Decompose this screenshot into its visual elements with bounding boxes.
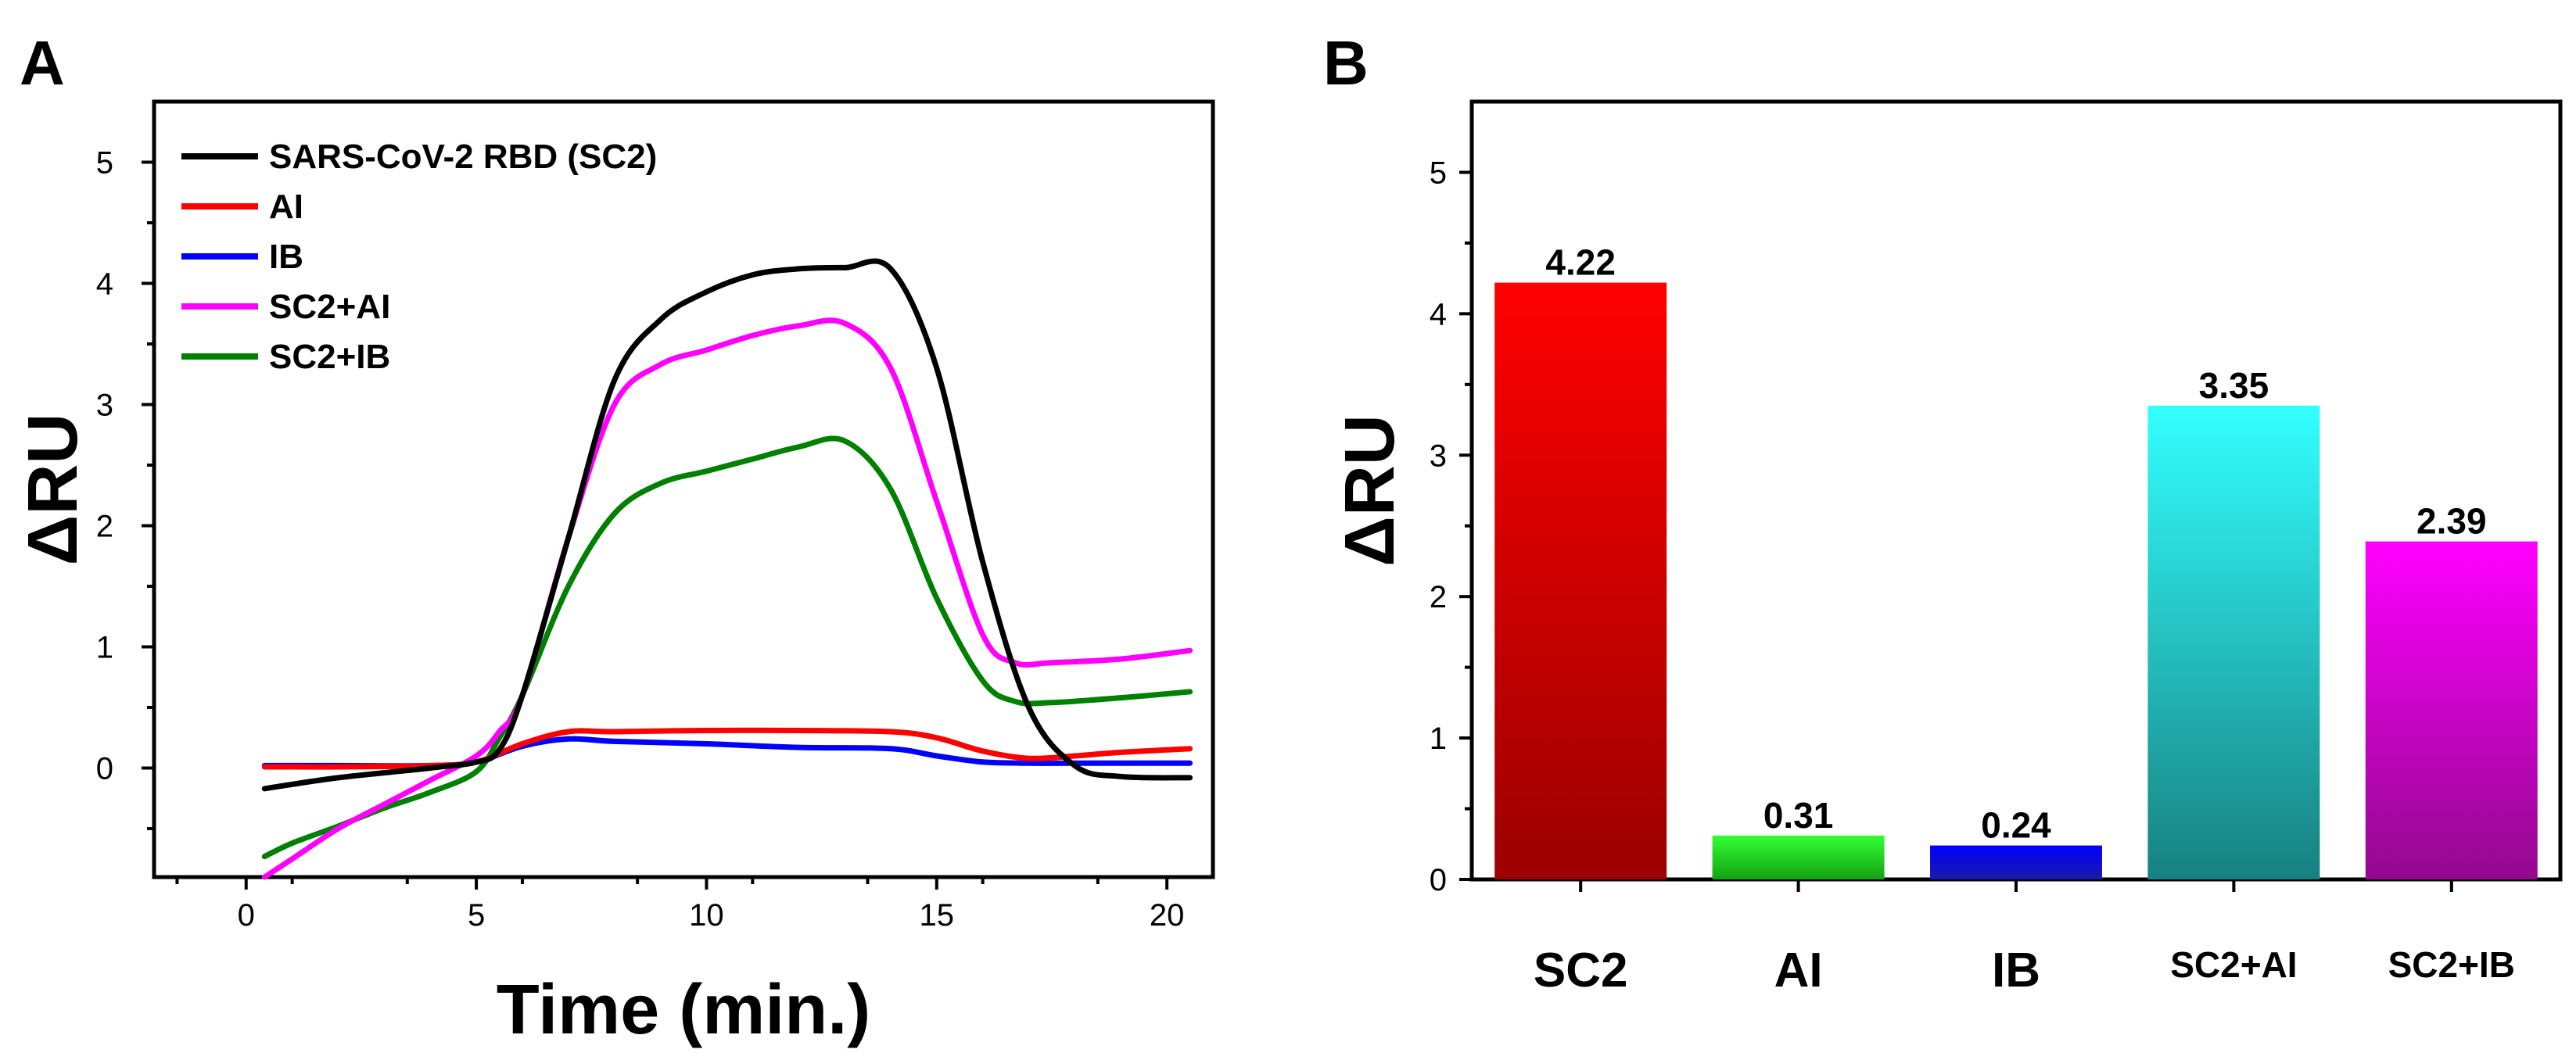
series-line-sars-cov-2-rbd-sc2 [261,258,1193,792]
panel-a-ticks: 0 5 10 15 20 0 1 2 3 4 5 [96,146,1185,933]
y-tick-label: 0 [96,752,113,786]
category-label-sc2-ai: SC2+AI [2170,944,2297,985]
series-line-sc2-ai [261,317,1193,880]
y-tick-label: 4 [96,267,113,302]
bar-value-label-sc2: 4.22 [1545,242,1616,283]
y-tick-label: 5 [1430,156,1447,190]
legend-label-sc2-ai: SC2+AI [269,288,390,326]
y-tick-label: 0 [1430,863,1447,897]
x-tick-label: 0 [238,898,255,933]
panel-a-letter: A [20,28,65,98]
bar-value-label-sc2-ai: 3.35 [2199,365,2269,406]
y-tick-label: 1 [96,631,113,665]
y-tick-label: 4 [1430,297,1447,331]
panel-a-x-axis-title: Time (min.) [497,971,870,1049]
legend-label-sc2-ib: SC2+IB [269,338,390,376]
series-line-sc2-ib [261,435,1193,860]
bar-ai [1712,835,1885,879]
bar-value-label-sc2-ib: 2.39 [2416,501,2487,542]
x-tick-label: 20 [1150,898,1185,933]
panel-a-curves [261,258,1193,880]
y-tick-label: 3 [1430,439,1447,473]
panel-b-bar-chart: B 0 1 2 3 4 5 SC2 AI IB SC2+AI SC2+IB 4.22 0.31 0.24… [1323,28,2563,997]
legend-label-ib: IB [269,238,303,276]
y-tick-label: 3 [96,389,113,423]
bar-ib [1930,845,2102,879]
legend-label-ai: AI [269,188,303,226]
y-tick-label: 2 [1430,580,1447,614]
y-tick-label: 2 [96,510,113,544]
panel-a-y-axis-title: ΔRU [14,414,92,566]
y-tick-label: 5 [96,146,113,181]
bar-sc2-ai [2147,405,2320,879]
panel-b-letter: B [1323,28,1369,98]
bar-value-label-ai: 0.31 [1763,795,1834,836]
bar-sc2 [1494,282,1667,880]
panel-a-legend: SARS-CoV-2 RBD (SC2) AI IB SC2+AI SC2+IB [181,138,657,376]
category-label-sc2-ib: SC2+IB [2388,944,2515,985]
panel-b-y-axis-title: ΔRU [1331,414,1409,567]
panel-a-line-chart: A 0 5 10 15 20 0 1 2 3 4 5 SARS-CoV-2 RBD (SC2) AI I… [14,28,1215,1049]
panel-b-bars: 4.22 0.31 0.24 3.35 2.39 [1494,242,2538,880]
x-tick-label: 15 [920,898,955,933]
panel-a-plot-frame [152,99,1215,879]
bar-value-label-ib: 0.24 [1981,805,2051,846]
x-tick-label: 5 [468,898,485,933]
panel-b-ticks: 0 1 2 3 4 5 SC2 AI IB SC2+AI SC2+IB [1430,156,2515,997]
category-label-ib: IB [1992,944,2040,997]
category-label-sc2: SC2 [1534,944,1628,997]
y-tick-label: 1 [1430,722,1447,756]
bar-sc2-ib [2365,541,2538,879]
legend-label-sars-cov-2-rbd-sc2: SARS-CoV-2 RBD (SC2) [269,138,657,176]
x-tick-label: 10 [689,898,724,933]
category-label-ai: AI [1774,944,1823,997]
